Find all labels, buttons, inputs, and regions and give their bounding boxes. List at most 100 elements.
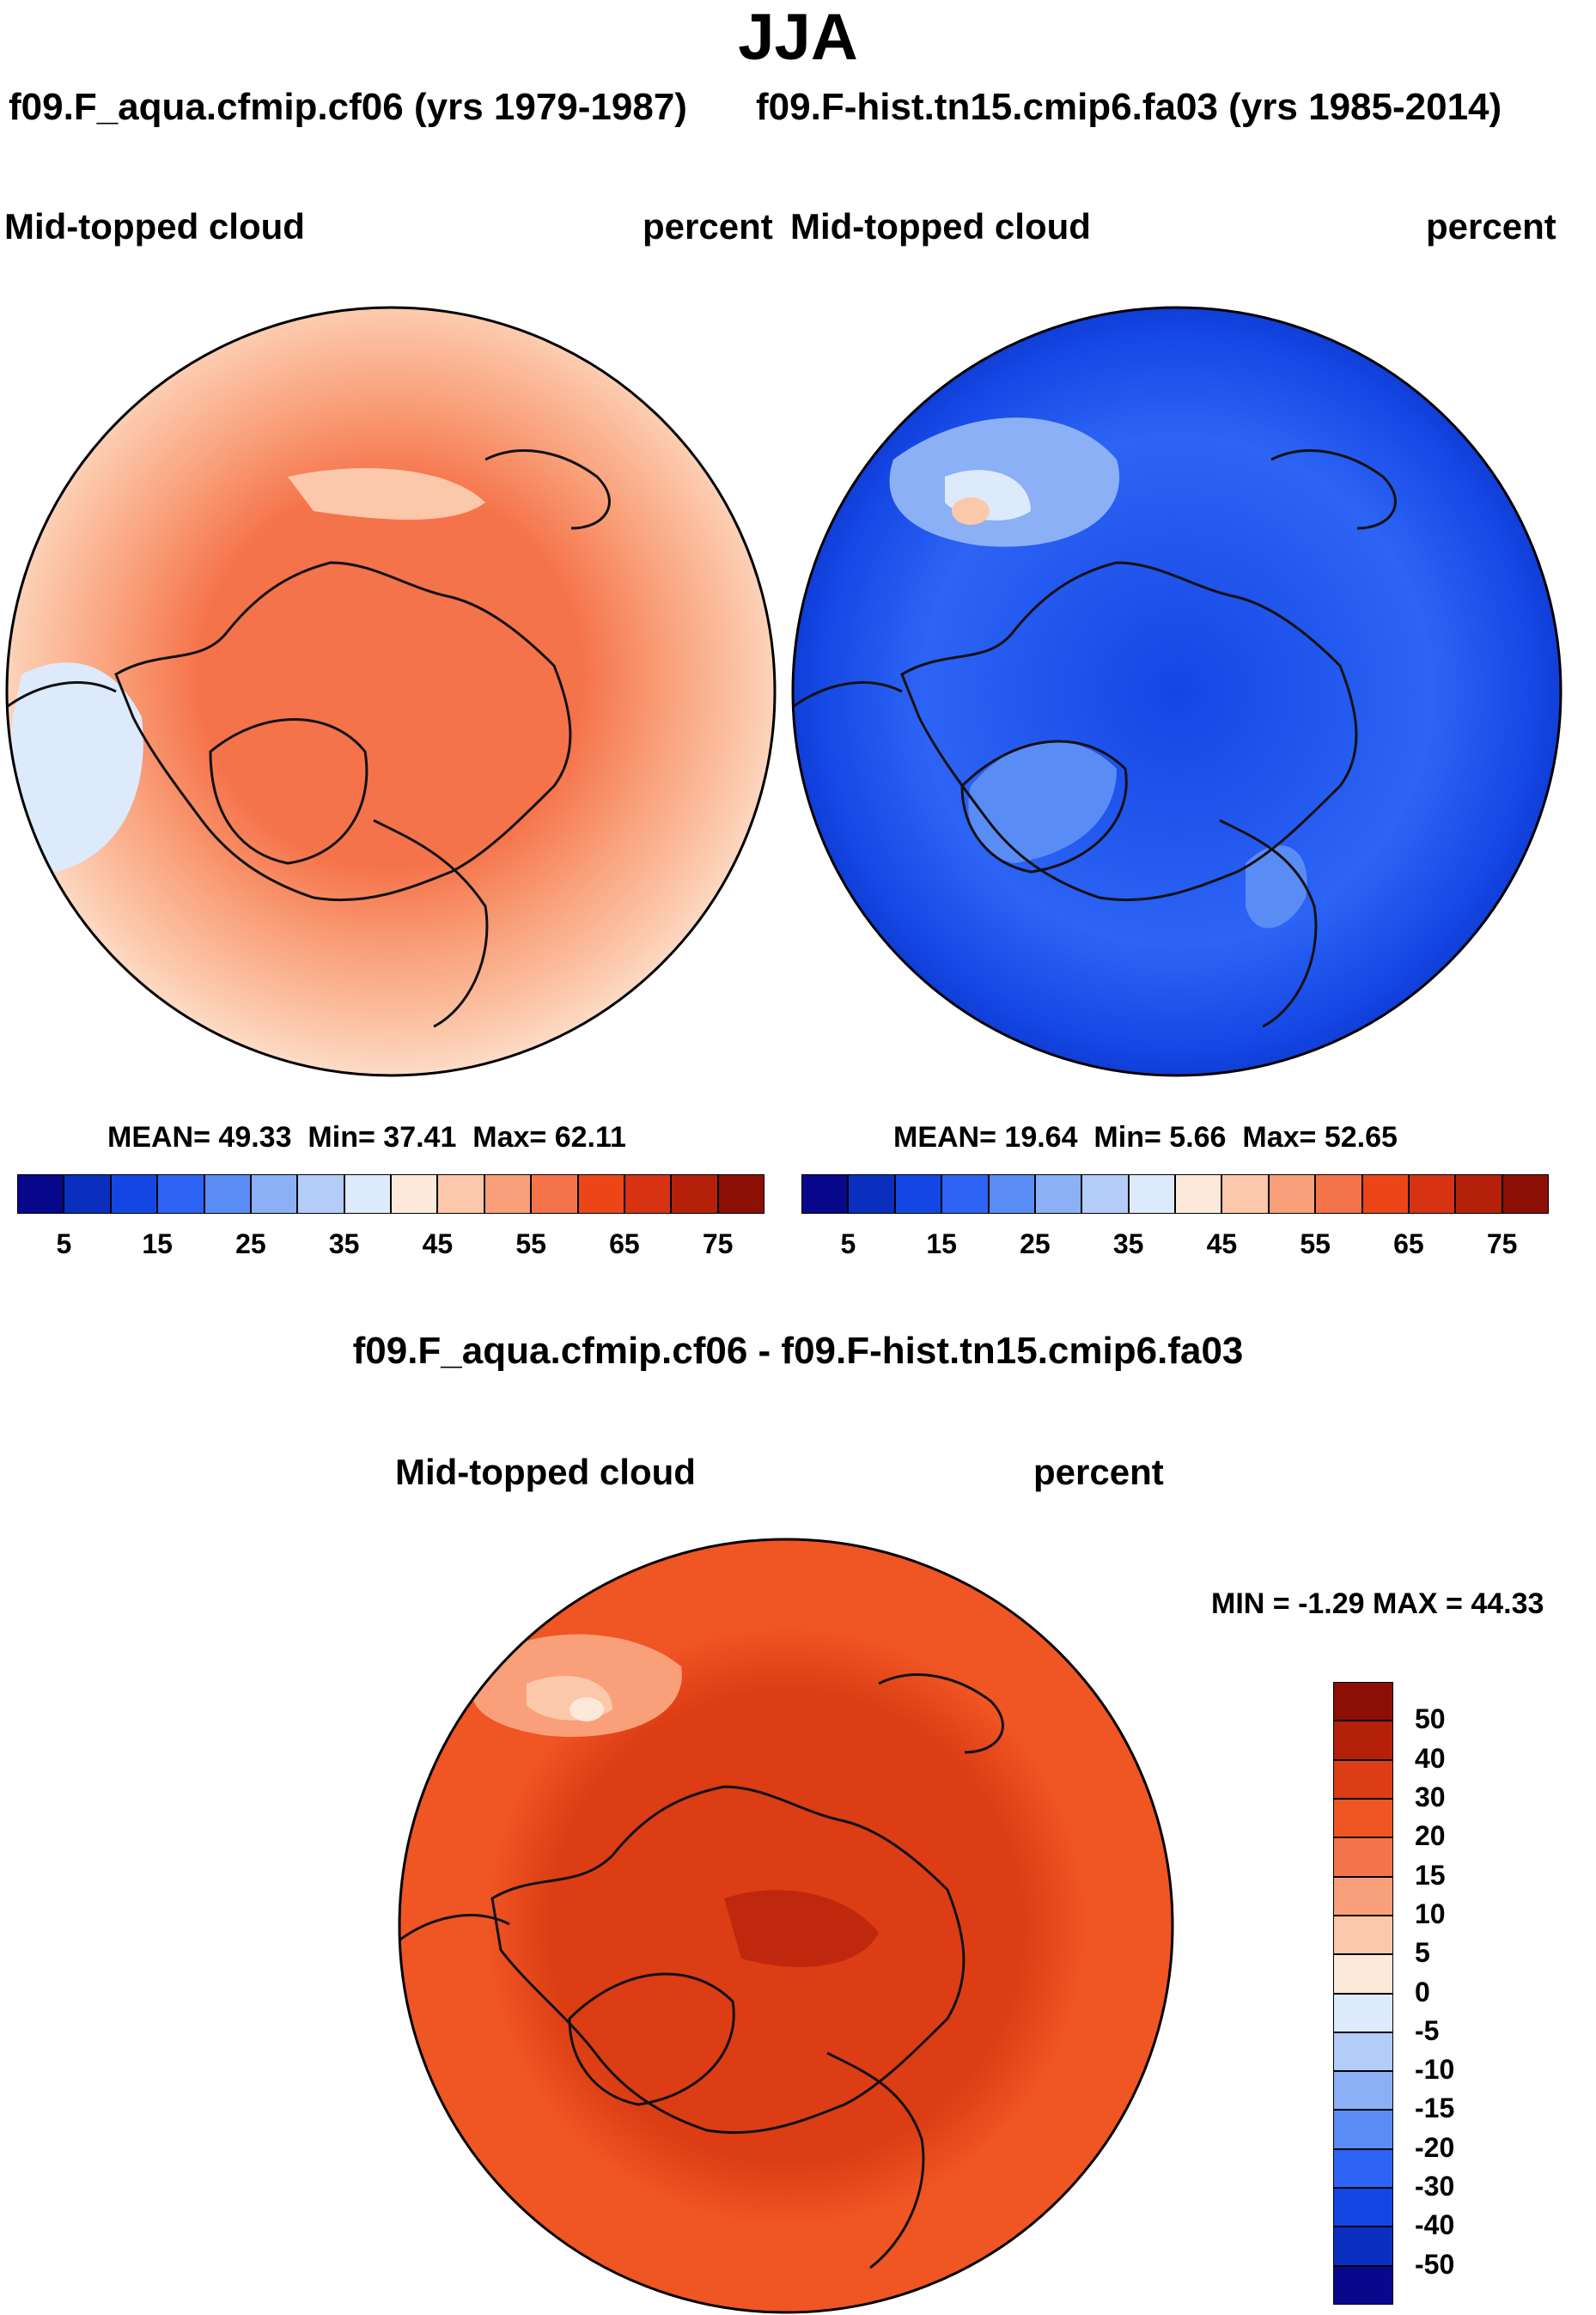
- right-colorbar: [801, 1174, 1549, 1214]
- colorbar-box: [204, 1174, 251, 1214]
- colorbar-box: [1315, 1174, 1362, 1214]
- diff-colorbar-box: [1333, 1798, 1393, 1838]
- colorbar-box: [391, 1174, 438, 1214]
- left-max-value: 62.11: [554, 1121, 626, 1154]
- colorbar-box: [1175, 1174, 1222, 1214]
- right-map-field: [793, 308, 1561, 1075]
- right-min-label: Min=: [1093, 1121, 1161, 1154]
- diff-colorbar-tick-label: -20: [1415, 2131, 1455, 2163]
- colorbar-box: [110, 1174, 158, 1214]
- left-min-label: Min=: [308, 1121, 375, 1154]
- diff-min-label: MIN =: [1211, 1587, 1290, 1620]
- right-colorbar-ticks: 5 15 25 35 45 55 65 75: [801, 1228, 1549, 1263]
- right-map-coastlines: [793, 449, 1397, 1028]
- diff-colorbar-box: [1333, 1954, 1393, 1994]
- left-stats: MEAN= 49.33 Min= 37.41 Max= 62.11: [107, 1121, 626, 1154]
- diff-variable-label: Mid-topped cloud: [395, 1452, 696, 1492]
- colorbar-box: [1268, 1174, 1316, 1214]
- colorbar-box: [577, 1174, 624, 1214]
- diff-map-patch-3: [570, 1697, 604, 1721]
- left-map-low-cloud-patch: [10, 662, 143, 872]
- left-map: [5, 306, 777, 1077]
- colorbar-tick-label: 35: [1112, 1228, 1144, 1259]
- diff-map-border: [398, 1538, 1174, 2314]
- left-units-label: percent: [643, 206, 773, 247]
- diff-colorbar-tick-label: 30: [1415, 1781, 1446, 1812]
- diff-colorbar-box: [1333, 1721, 1393, 1760]
- colorbar-tick-label: 55: [515, 1228, 546, 1259]
- colorbar-box: [1408, 1174, 1456, 1214]
- colorbar-tick-label: 15: [926, 1228, 957, 1259]
- colorbar-box: [894, 1174, 942, 1214]
- colorbar-box: [437, 1174, 484, 1214]
- right-stats: MEAN= 19.64 Min= 5.66 Max= 52.65: [893, 1121, 1398, 1154]
- colorbar-box: [250, 1174, 298, 1214]
- diff-colorbar-box: [1333, 2032, 1393, 2072]
- colorbar-box: [624, 1174, 672, 1214]
- left-map-patch-2: [288, 468, 485, 520]
- colorbar-box: [297, 1174, 344, 1214]
- diff-colorbar-tick-label: 50: [1415, 1703, 1446, 1735]
- colorbar-box: [1034, 1174, 1082, 1214]
- diff-colorbar-box: [1333, 2265, 1393, 2305]
- right-max-value: 52.65: [1324, 1121, 1398, 1154]
- colorbar-tick-label: 25: [235, 1228, 266, 1259]
- colorbar-box: [941, 1174, 989, 1214]
- colorbar-box: [1221, 1174, 1269, 1214]
- diff-colorbar-box: [1333, 2071, 1393, 2111]
- left-max-label: Max=: [472, 1121, 547, 1154]
- colorbar-tick-label: 45: [422, 1228, 454, 1259]
- colorbar-tick-label: 75: [1486, 1228, 1518, 1259]
- colorbar-box: [484, 1174, 532, 1214]
- diff-colorbar-box: [1333, 1837, 1393, 1877]
- diff-max-value: 44.33: [1471, 1587, 1544, 1620]
- colorbar-box: [17, 1174, 64, 1214]
- diff-colorbar-box: [1333, 2110, 1393, 2149]
- diff-colorbar-tick-label: 5: [1415, 1937, 1430, 1969]
- diff-colorbar-box: [1333, 1759, 1393, 1799]
- diff-map-dark-patch: [724, 1890, 879, 1967]
- colorbar-tick-label: 25: [1020, 1228, 1051, 1259]
- right-variable-label: Mid-topped cloud: [790, 206, 1091, 247]
- colorbar-box: [717, 1174, 764, 1214]
- colorbar-tick-label: 5: [840, 1228, 856, 1259]
- right-max-label: Max=: [1242, 1121, 1317, 1154]
- diff-units-label: percent: [1033, 1452, 1164, 1492]
- colorbar-tick-label: 45: [1206, 1228, 1238, 1259]
- right-mean-label: MEAN=: [893, 1121, 996, 1154]
- diff-colorbar: [1333, 1682, 1393, 2305]
- diff-map: [398, 1538, 1174, 2314]
- colorbar-box: [1128, 1174, 1175, 1214]
- diff-colorbar-ticks: 50 40 30 20 15 10 5 0 -5 -10 -15 -20 -30 -40 -50: [1415, 1682, 1518, 2305]
- diff-map-coastlines: [399, 1673, 1004, 2269]
- colorbar-tick-label: 65: [1393, 1228, 1424, 1259]
- diff-stats: MIN = -1.29 MAX = 44.33: [1211, 1587, 1544, 1621]
- diff-colorbar-box: [1333, 2188, 1393, 2227]
- left-colorbar-ticks: 5 15 25 35 45 55 65 75: [17, 1228, 764, 1263]
- left-case-title: f09.F_aqua.cfmip.cf06 (yrs 1979-1987): [9, 86, 687, 128]
- colorbar-box: [344, 1174, 391, 1214]
- colorbar-tick-label: 75: [702, 1228, 734, 1259]
- diff-title: f09.F_aqua.cfmip.cf06 - f09.F-hist.tn15.…: [352, 1330, 1244, 1372]
- diff-colorbar-tick-label: -30: [1415, 2171, 1455, 2202]
- diff-min-value: -1.29: [1298, 1587, 1365, 1620]
- left-colorbar: [17, 1174, 764, 1214]
- left-map-field: [7, 308, 775, 1075]
- left-mean-value: 49.33: [218, 1121, 292, 1154]
- diff-colorbar-tick-label: 0: [1415, 1976, 1430, 2007]
- right-case-title: f09.F-hist.tn15.cmip6.fa03 (yrs 1985-201…: [756, 86, 1502, 128]
- colorbar-box: [1361, 1174, 1409, 1214]
- diff-colorbar-box: [1333, 2227, 1393, 2266]
- right-map-patch-3: [952, 497, 990, 525]
- diff-colorbar-tick-label: -10: [1415, 2054, 1455, 2086]
- right-mean-value: 19.64: [1004, 1121, 1078, 1154]
- colorbar-box: [1455, 1174, 1502, 1214]
- diff-colorbar-box: [1333, 1876, 1393, 1916]
- colorbar-box: [848, 1174, 895, 1214]
- colorbar-tick-label: 55: [1300, 1228, 1331, 1259]
- diff-colorbar-tick-label: 40: [1415, 1742, 1446, 1774]
- colorbar-box: [801, 1174, 849, 1214]
- diff-colorbar-tick-label: 20: [1415, 1820, 1446, 1852]
- colorbar-box: [531, 1174, 578, 1214]
- diff-colorbar-box: [1333, 2148, 1393, 2189]
